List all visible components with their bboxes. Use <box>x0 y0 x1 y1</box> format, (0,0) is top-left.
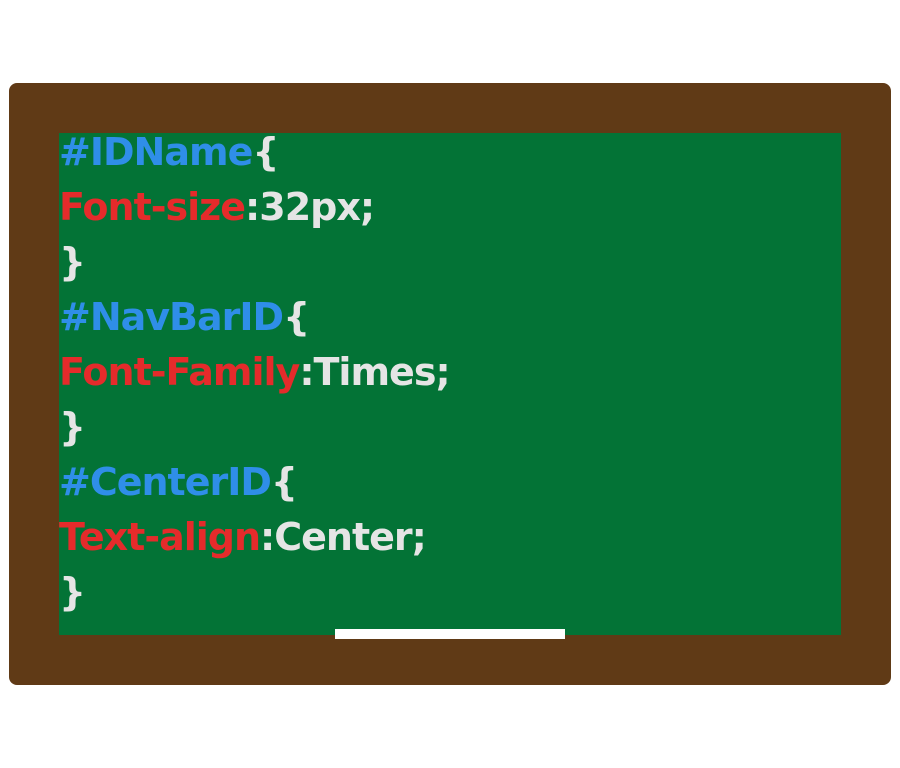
rule-3-selector: #CenterID <box>59 460 272 504</box>
rule-2-property: Font-Family <box>59 350 300 394</box>
rule-3-close-brace: } <box>59 570 86 614</box>
rule-2-selector-line: #NavBarID{ <box>59 298 450 353</box>
rule-1-declaration-line: Font-size:32px; <box>59 188 450 243</box>
rule-2-colon: : <box>299 350 314 394</box>
rule-2-open-brace: { <box>283 295 310 339</box>
rule-3-colon: : <box>260 515 275 559</box>
css-code-block: #IDName{ Font-size:32px; } #NavBarID{ Fo… <box>59 133 451 628</box>
rule-1-value: 32px; <box>259 185 375 229</box>
rule-1-colon: : <box>245 185 260 229</box>
rule-1-close-line: } <box>59 243 450 298</box>
chalkboard: #IDName{ Font-size:32px; } #NavBarID{ Fo… <box>59 133 841 635</box>
rule-1-open-brace: { <box>252 133 279 174</box>
rule-1-property: Font-size <box>59 185 246 229</box>
rule-3-declaration-line: Text-align:Center; <box>59 518 450 573</box>
rule-2-declaration-line: Font-Family:Times; <box>59 350 451 408</box>
rule-3-close-line: } <box>59 573 450 628</box>
rule-2-value: Times; <box>313 350 451 394</box>
rule-1-close-brace: } <box>59 240 86 284</box>
rule-3-selector-line: #CenterID{ <box>59 463 450 518</box>
rule-3-value: Center; <box>274 515 427 559</box>
rule-2-close-line: } <box>59 408 450 463</box>
chalk-stick <box>335 629 565 639</box>
rule-3-property: Text-align <box>59 515 261 559</box>
rule-2-selector: #NavBarID <box>59 295 284 339</box>
rule-2-close-brace: } <box>59 405 86 449</box>
rule-1-selector-line: #IDName{ <box>59 133 450 188</box>
rule-3-open-brace: { <box>270 460 298 504</box>
rule-1-selector: #IDName <box>59 133 253 174</box>
